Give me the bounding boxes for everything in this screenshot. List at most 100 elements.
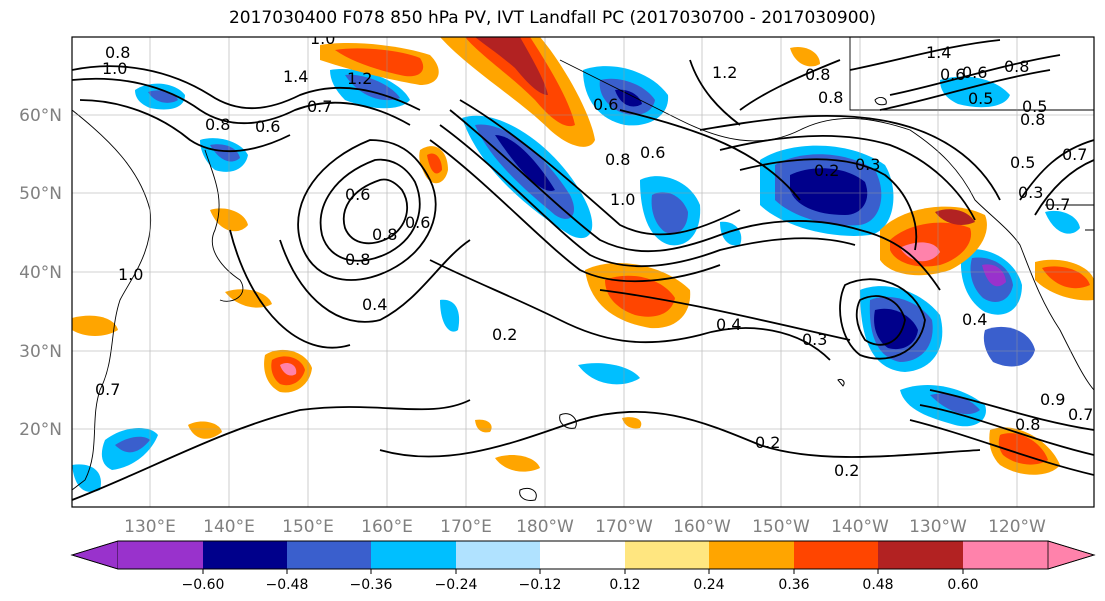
- anomaly-blob: [225, 289, 272, 308]
- colorbar-segment: [625, 541, 709, 569]
- contour-label: 1.4: [926, 43, 951, 62]
- ivt-contours: [72, 39, 1094, 501]
- colorbar-tick-label: 0.12: [609, 577, 640, 593]
- contour-label: 0.8: [605, 150, 630, 169]
- colorbar-tick-label: 0.48: [862, 577, 893, 593]
- contour-label: 0.4: [362, 295, 387, 314]
- contour-label: 0.6: [640, 143, 665, 162]
- map-title: 2017030400 F078 850 hPa PV, IVT Landfall…: [228, 8, 876, 28]
- lon-label: 140°E: [203, 517, 255, 537]
- contour-label: 0.6: [255, 117, 280, 136]
- contour-label: 0.8: [1015, 415, 1040, 434]
- colorbar-segment: [371, 541, 456, 569]
- contour-label: 0.8: [345, 250, 370, 269]
- contour-label: 0.2: [755, 433, 780, 452]
- lon-label: 160°W: [673, 517, 731, 537]
- contour-label: 0.6: [962, 63, 987, 82]
- anomaly-blob: [72, 315, 118, 336]
- anomaly-blob: [427, 153, 442, 174]
- contour-label: 0.7: [1045, 195, 1070, 214]
- lat-label: 20°N: [19, 420, 62, 440]
- lat-label: 60°N: [19, 106, 62, 126]
- colorbar-tick-label: −0.36: [350, 577, 393, 593]
- colorbar-segment: [118, 541, 203, 569]
- lon-label: 170°W: [595, 517, 653, 537]
- anomaly-blob: [440, 299, 460, 332]
- contour-label: 0.3: [1018, 183, 1043, 202]
- lat-label: 50°N: [19, 184, 62, 204]
- ivt-contours-thin: [519, 96, 887, 501]
- contour-label: 0.5: [1022, 97, 1047, 116]
- map-frame: [71, 36, 1095, 508]
- anomaly-blob: [345, 74, 400, 101]
- anomaly-blob: [210, 144, 240, 162]
- contour-label: 0.3: [855, 155, 880, 174]
- contour-label: 0.2: [492, 325, 517, 344]
- contour-label: 0.7: [1068, 405, 1093, 424]
- colorbar-tick-label: 0.60: [947, 577, 978, 593]
- anomaly-blob: [1045, 210, 1080, 234]
- lon-label: 130°E: [124, 517, 176, 537]
- contour-label: 0.4: [716, 315, 741, 334]
- contour-label: 0.8: [105, 43, 130, 62]
- anomaly-blob: [188, 421, 222, 439]
- contour-label: 0.8: [205, 115, 230, 134]
- contour-label: 0.2: [834, 461, 859, 480]
- anomaly-blob: [335, 48, 424, 77]
- contour-label: 0.8: [805, 65, 830, 84]
- anomaly-blob: [615, 89, 642, 107]
- colorbar-segment: [456, 541, 540, 569]
- contour-labels: 0.8 1.0 1.0 1.4 1.2 0.7 0.6 0.8 0.6 0.8 …: [95, 29, 1093, 480]
- colorbar-extend-max: [1047, 540, 1096, 570]
- anomaly-blob: [495, 455, 540, 472]
- colorbar-segment: [203, 541, 287, 569]
- lon-label: 140°W: [831, 517, 889, 537]
- lon-label: 150°W: [752, 517, 810, 537]
- anomaly-blob: [790, 46, 820, 67]
- colorbar-segment: [709, 541, 794, 569]
- colorbar-extend-min: [70, 540, 119, 570]
- anomaly-blob: [940, 76, 1010, 108]
- anomaly-blob: [900, 242, 940, 262]
- contour-label: 0.8: [1020, 110, 1045, 129]
- colorbar-tick-label: −0.24: [435, 577, 478, 593]
- contour-label: 0.6: [593, 95, 618, 114]
- contour-label: 1.0: [310, 29, 335, 48]
- colorbar-segment: [540, 541, 625, 569]
- contour-label: 0.4: [962, 310, 987, 329]
- lon-label: 130°W: [909, 517, 967, 537]
- contour-label: 0.7: [95, 380, 120, 399]
- contour-label: 1.2: [712, 63, 737, 82]
- contour-label: 1.0: [102, 59, 127, 78]
- colorbar-tick-label: 0.36: [778, 577, 809, 593]
- lon-label: 160°E: [361, 517, 413, 537]
- anomaly-blob: [495, 135, 555, 191]
- colorbar-tick-label: 0.24: [693, 577, 724, 593]
- contour-label: 1.2: [347, 69, 372, 88]
- contour-label: 0.7: [1062, 145, 1087, 164]
- anomaly-blob: [998, 433, 1048, 465]
- colorbar-tick-label: −0.12: [519, 577, 562, 593]
- anomaly-blob: [72, 464, 101, 492]
- colorbar-segment: [878, 541, 963, 569]
- contour-label: 1.0: [610, 190, 635, 209]
- contour-label: 0.8: [1004, 57, 1029, 76]
- lat-label: 30°N: [19, 342, 62, 362]
- anomaly-blob: [982, 264, 1006, 287]
- colorbar-tick-label: −0.60: [182, 577, 225, 593]
- colorbar-outline: [70, 540, 1096, 570]
- anomaly-blob: [578, 363, 640, 385]
- lon-label: 150°E: [282, 517, 334, 537]
- contour-label: 0.6: [940, 65, 965, 84]
- contour-label: 0.3: [802, 330, 827, 349]
- anomaly-blob: [930, 393, 980, 415]
- contour-label: 1.0: [118, 265, 143, 284]
- lon-label: 170°E: [440, 517, 492, 537]
- lon-label: 180°W: [516, 517, 574, 537]
- colorbar-segment: [287, 541, 371, 569]
- lon-axis-labels: 130°E 140°E 150°E 160°E 170°E 180°W 170°…: [124, 517, 1046, 537]
- contour-label: 0.5: [1010, 153, 1035, 172]
- colorbar-tick-label: −0.48: [266, 577, 309, 593]
- anomaly-blob: [935, 209, 975, 225]
